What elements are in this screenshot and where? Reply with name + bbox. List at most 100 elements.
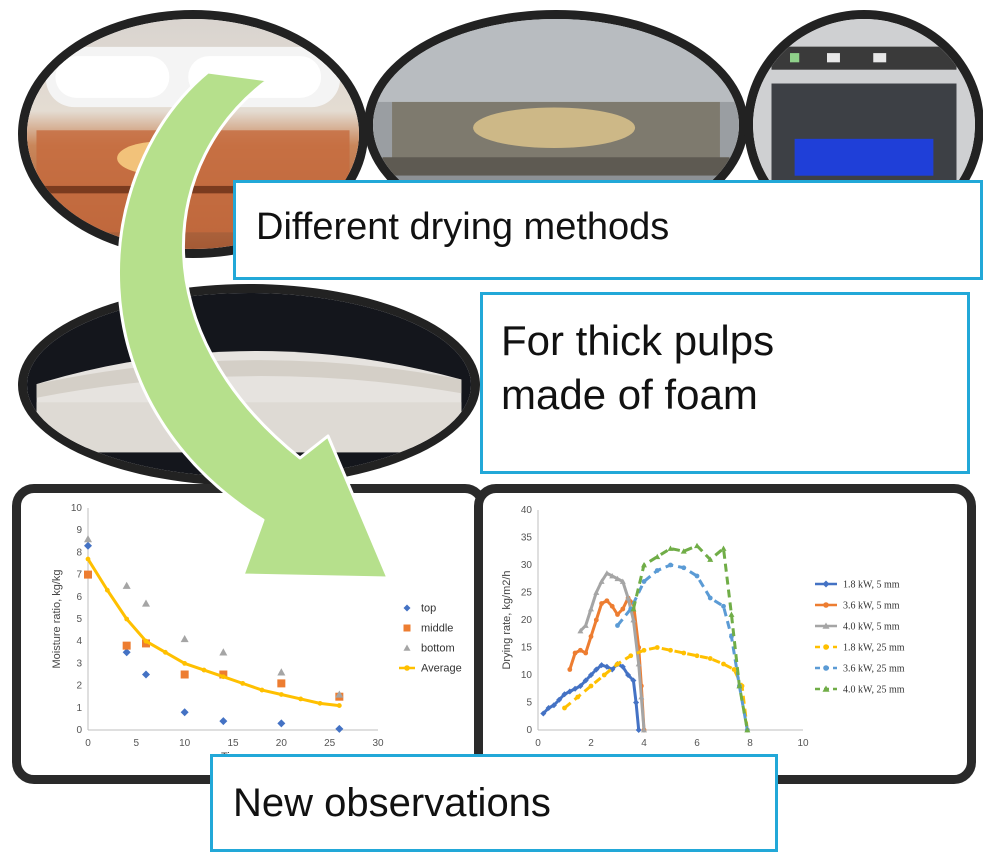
callout-thick-pulps: For thick pulps made of foam xyxy=(480,292,970,474)
data-point xyxy=(588,606,594,612)
x-tick-label: 30 xyxy=(372,738,384,749)
data-point xyxy=(582,622,589,628)
legend-label: Average xyxy=(421,663,462,675)
data-point xyxy=(635,727,642,733)
callout-new-observations: New observations xyxy=(210,754,778,852)
data-point xyxy=(577,683,584,689)
data-point xyxy=(625,595,632,601)
callout-drying-methods-text: Different drying methods xyxy=(256,206,670,248)
data-point xyxy=(567,667,573,672)
data-point xyxy=(162,649,168,655)
data-point xyxy=(180,634,189,643)
data-point xyxy=(641,647,647,653)
y-tick-label: 10 xyxy=(521,670,533,681)
y-tick-label: 7 xyxy=(76,570,82,581)
data-point xyxy=(562,705,567,711)
data-point xyxy=(582,677,589,684)
data-point xyxy=(668,562,673,568)
legend-marker xyxy=(404,665,410,671)
legend-label: 4.0 kW, 5 mm xyxy=(843,622,900,633)
data-point xyxy=(182,661,188,666)
chart-frame-drying-rate: 0 5 10 15 20 25 30 35 40 0 2 4 6 8 10 Drying rate, kg/m… xyxy=(474,484,976,784)
data-point xyxy=(578,647,583,653)
data-point xyxy=(721,661,726,667)
data-point xyxy=(604,598,610,604)
data-point xyxy=(609,573,616,579)
legend-marker xyxy=(822,580,830,588)
series-line xyxy=(579,571,646,731)
callout-thick-pulps-line1: For thick pulps xyxy=(501,317,775,364)
data-point xyxy=(122,641,131,650)
data-point xyxy=(630,677,637,684)
data-point xyxy=(638,694,645,700)
callout-drying-methods: Different drying methods xyxy=(233,180,983,280)
legend-label: 3.6 kW, 5 mm xyxy=(843,601,900,612)
data-point xyxy=(628,653,634,659)
data-point xyxy=(566,688,573,695)
data-point xyxy=(635,661,642,667)
data-point xyxy=(609,603,615,609)
y-tick-label: 30 xyxy=(521,560,533,571)
data-point xyxy=(561,691,568,698)
data-point xyxy=(583,650,589,656)
data-point xyxy=(143,638,149,644)
data-point xyxy=(654,553,661,560)
y-tick-label: 2 xyxy=(76,681,82,692)
data-point xyxy=(641,727,647,733)
data-point xyxy=(615,612,620,617)
data-point xyxy=(619,578,626,584)
data-point xyxy=(736,683,743,689)
data-point xyxy=(641,562,647,568)
data-point xyxy=(641,579,647,584)
y-tick-label: 8 xyxy=(76,547,82,558)
data-point xyxy=(694,653,700,659)
data-point xyxy=(122,648,131,657)
data-point xyxy=(298,696,304,702)
data-point xyxy=(277,668,286,676)
data-point xyxy=(550,702,557,709)
data-point xyxy=(335,690,344,698)
legend-label: 1.8 kW, 25 mm xyxy=(843,643,905,654)
data-point xyxy=(601,672,607,678)
x-tick-label: 0 xyxy=(535,738,541,749)
data-point xyxy=(721,603,726,609)
series-line xyxy=(563,646,749,731)
y-tick-label: 0 xyxy=(76,725,82,736)
y-tick-label: 3 xyxy=(76,658,82,669)
data-point xyxy=(588,683,594,689)
data-point xyxy=(124,616,130,622)
data-point xyxy=(277,679,286,688)
legend-marker xyxy=(822,622,830,629)
data-point xyxy=(219,648,228,656)
data-point xyxy=(603,570,610,576)
data-point xyxy=(707,595,713,601)
data-point xyxy=(85,556,91,562)
data-point xyxy=(335,724,344,733)
data-point xyxy=(720,545,727,551)
x-tick-label: 2 xyxy=(588,738,594,749)
x-tick-label: 20 xyxy=(276,738,288,749)
y-tick-label: 5 xyxy=(526,698,532,709)
y-tick-label: 15 xyxy=(521,643,533,654)
y-axis-label: Drying rate, kg/m2/h xyxy=(501,570,513,669)
data-point xyxy=(572,650,578,656)
data-point xyxy=(588,634,594,639)
legend-label: top xyxy=(421,603,436,615)
moisture-chart: 0 1 2 3 4 5 6 7 8 9 10 0 5 10 15 20 25 30 Moisture ratio, … xyxy=(51,503,462,763)
legend-marker xyxy=(403,604,411,612)
data-point xyxy=(681,565,687,571)
data-point xyxy=(707,656,713,661)
data-point xyxy=(122,581,131,589)
data-point xyxy=(180,670,189,679)
y-tick-label: 0 xyxy=(526,725,532,736)
data-point xyxy=(681,650,687,656)
data-point xyxy=(630,606,637,612)
data-point xyxy=(620,606,626,612)
data-point xyxy=(84,541,92,550)
legend-label: bottom xyxy=(421,643,455,655)
drying-rate-chart: 0 5 10 15 20 25 30 35 40 0 2 4 6 8 10 Drying rate, kg/m… xyxy=(501,505,905,749)
legend-marker xyxy=(823,644,829,650)
y-tick-label: 20 xyxy=(521,615,533,626)
data-point xyxy=(593,589,600,595)
legend-label: middle xyxy=(421,623,453,635)
